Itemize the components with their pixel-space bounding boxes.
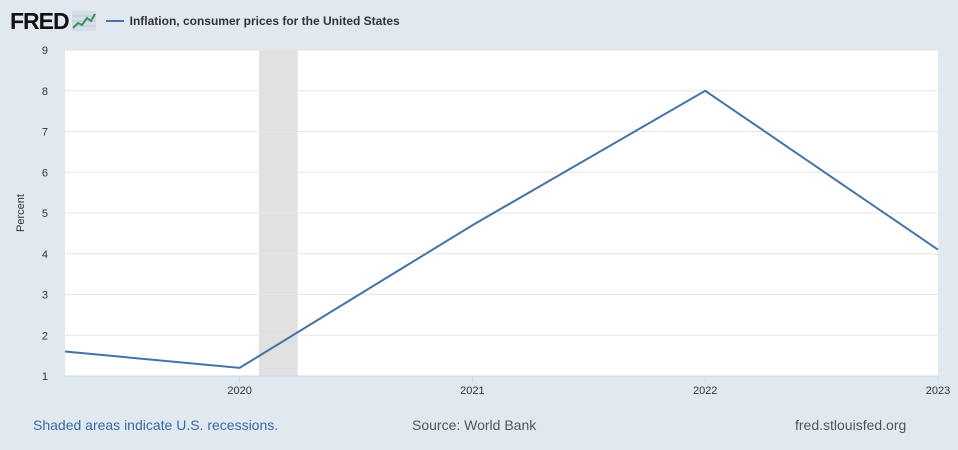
fred-line-chart-icon xyxy=(71,11,96,31)
y-tick-label: 1 xyxy=(42,371,48,383)
y-axis-label: Percent xyxy=(15,194,27,232)
y-tick-label: 3 xyxy=(42,290,48,302)
x-tick-label: 2023 xyxy=(926,385,950,397)
y-tick-label: 4 xyxy=(42,249,48,261)
source-text: Source: World Bank xyxy=(412,417,537,433)
site-link[interactable]: fred.stlouisfed.org xyxy=(795,417,907,433)
series-line xyxy=(64,89,939,369)
y-tick-label: 8 xyxy=(42,86,48,98)
x-tick-label: 2021 xyxy=(460,385,484,397)
legend-label[interactable]: Inflation, consumer prices for the Unite… xyxy=(129,14,400,28)
legend-line-swatch xyxy=(105,20,124,22)
y-tick-label: 9 xyxy=(42,45,48,57)
x-tick-label: 2022 xyxy=(693,385,717,397)
chart-header: FRED Inflation, consumer prices for the … xyxy=(10,8,400,34)
recession-note[interactable]: Shaded areas indicate U.S. recessions. xyxy=(33,417,279,433)
y-tick-label: 6 xyxy=(42,167,48,179)
y-tick-label: 7 xyxy=(42,127,48,139)
y-tick-label: 5 xyxy=(42,208,48,220)
fred-logo: FRED xyxy=(10,7,70,34)
x-tick-label: 2020 xyxy=(227,385,251,397)
y-tick-label: 2 xyxy=(42,330,48,342)
